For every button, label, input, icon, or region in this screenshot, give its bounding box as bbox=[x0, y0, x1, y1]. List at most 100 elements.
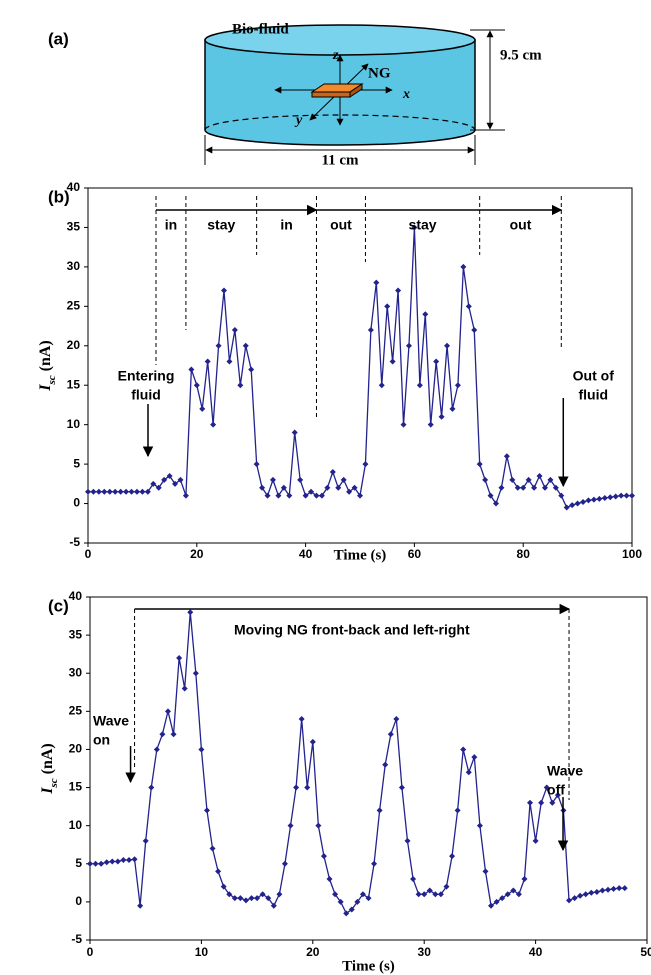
data-point bbox=[574, 500, 581, 507]
data-point bbox=[264, 492, 271, 499]
data-point bbox=[422, 311, 429, 318]
y-tick-label: 0 bbox=[73, 496, 80, 510]
data-point bbox=[161, 476, 168, 483]
data-point bbox=[354, 898, 361, 905]
data-point bbox=[187, 609, 194, 616]
x-tick-label: 80 bbox=[517, 547, 531, 561]
data-point bbox=[411, 224, 418, 231]
data-point bbox=[281, 860, 288, 867]
data-point bbox=[393, 715, 400, 722]
data-point bbox=[304, 784, 311, 791]
data-point bbox=[498, 484, 505, 491]
data-point bbox=[582, 891, 589, 898]
y-axis-title: Isc (nA) bbox=[37, 340, 58, 392]
data-point bbox=[493, 898, 500, 905]
data-point bbox=[520, 484, 527, 491]
data-point bbox=[109, 858, 116, 865]
y-tick-label: 35 bbox=[69, 627, 83, 641]
data-point bbox=[128, 488, 135, 495]
annotation: fluid bbox=[131, 387, 161, 403]
data-point bbox=[521, 876, 528, 883]
data-point bbox=[248, 895, 255, 902]
data-point bbox=[476, 822, 483, 829]
y-tick-label: 15 bbox=[69, 780, 83, 794]
data-point bbox=[199, 405, 206, 412]
data-point bbox=[351, 484, 358, 491]
data-point bbox=[131, 856, 138, 863]
data-point bbox=[112, 488, 119, 495]
x-tick-label: 60 bbox=[408, 547, 422, 561]
diagram: (a) Bio-fluid z NG x y 9.5 cm 11 cm bbox=[48, 21, 542, 168]
y-title-subscript: sc bbox=[48, 778, 60, 788]
data-point bbox=[449, 405, 456, 412]
y-title-symbol: I bbox=[37, 384, 54, 392]
y-tick-label: 40 bbox=[69, 589, 83, 603]
data-point bbox=[482, 868, 489, 875]
data-point bbox=[337, 898, 344, 905]
data-point bbox=[378, 382, 385, 389]
data-point bbox=[242, 342, 249, 349]
data-point bbox=[332, 891, 339, 898]
data-point bbox=[471, 327, 478, 333]
data-point bbox=[621, 885, 628, 892]
data-point bbox=[204, 358, 211, 365]
data-point bbox=[320, 853, 327, 860]
data-point bbox=[482, 476, 489, 483]
data-point bbox=[297, 476, 304, 483]
y-tick-label: -5 bbox=[71, 932, 82, 946]
annotation: Out of bbox=[573, 368, 615, 384]
data-point bbox=[443, 883, 450, 890]
x-tick-label: 0 bbox=[87, 945, 94, 959]
data-point bbox=[416, 382, 423, 389]
x-tick-label: 40 bbox=[529, 945, 543, 959]
data-point bbox=[259, 891, 266, 898]
data-point bbox=[488, 902, 495, 909]
data-point bbox=[176, 654, 183, 661]
data-point bbox=[340, 476, 347, 483]
x-tick-label: 30 bbox=[418, 945, 432, 959]
y-tick-label: 10 bbox=[69, 818, 83, 832]
data-point bbox=[313, 492, 320, 499]
data-point bbox=[460, 263, 467, 270]
data-point bbox=[605, 886, 612, 893]
data-point bbox=[137, 902, 144, 909]
data-point bbox=[510, 887, 517, 894]
data-point bbox=[438, 413, 445, 420]
data-point bbox=[531, 484, 538, 491]
data-point bbox=[120, 856, 127, 863]
data-point bbox=[106, 488, 113, 495]
data-point bbox=[237, 382, 244, 389]
panel-label: (a) bbox=[48, 29, 69, 48]
x-tick-label: 0 bbox=[85, 547, 92, 561]
data-point bbox=[588, 889, 595, 896]
data-point bbox=[566, 897, 573, 904]
data-point bbox=[203, 807, 210, 814]
data-point bbox=[376, 807, 383, 814]
x-tick-label: 100 bbox=[622, 547, 642, 561]
data-point bbox=[166, 472, 173, 479]
data-point bbox=[95, 488, 102, 495]
data-point bbox=[220, 883, 227, 890]
data-point bbox=[98, 860, 105, 867]
y-tick-label: 25 bbox=[69, 704, 83, 718]
data-point bbox=[596, 495, 603, 502]
data-point bbox=[554, 792, 561, 799]
data-point bbox=[253, 461, 260, 468]
data-point bbox=[293, 784, 300, 791]
data-point bbox=[210, 421, 217, 428]
panel-label: (b) bbox=[48, 187, 70, 206]
data-point bbox=[335, 484, 342, 491]
data-point bbox=[101, 488, 108, 495]
data-point bbox=[170, 731, 177, 738]
annotation: Wave bbox=[93, 713, 129, 729]
data-point bbox=[514, 484, 521, 491]
data-point bbox=[569, 502, 576, 509]
data-point bbox=[465, 769, 472, 776]
data-point bbox=[433, 358, 440, 365]
data-point bbox=[629, 492, 635, 499]
data-point bbox=[623, 492, 630, 499]
y-tick-label: 0 bbox=[75, 894, 82, 908]
data-point bbox=[231, 895, 238, 902]
data-point bbox=[437, 891, 444, 898]
y-title-symbol: I bbox=[39, 787, 56, 795]
